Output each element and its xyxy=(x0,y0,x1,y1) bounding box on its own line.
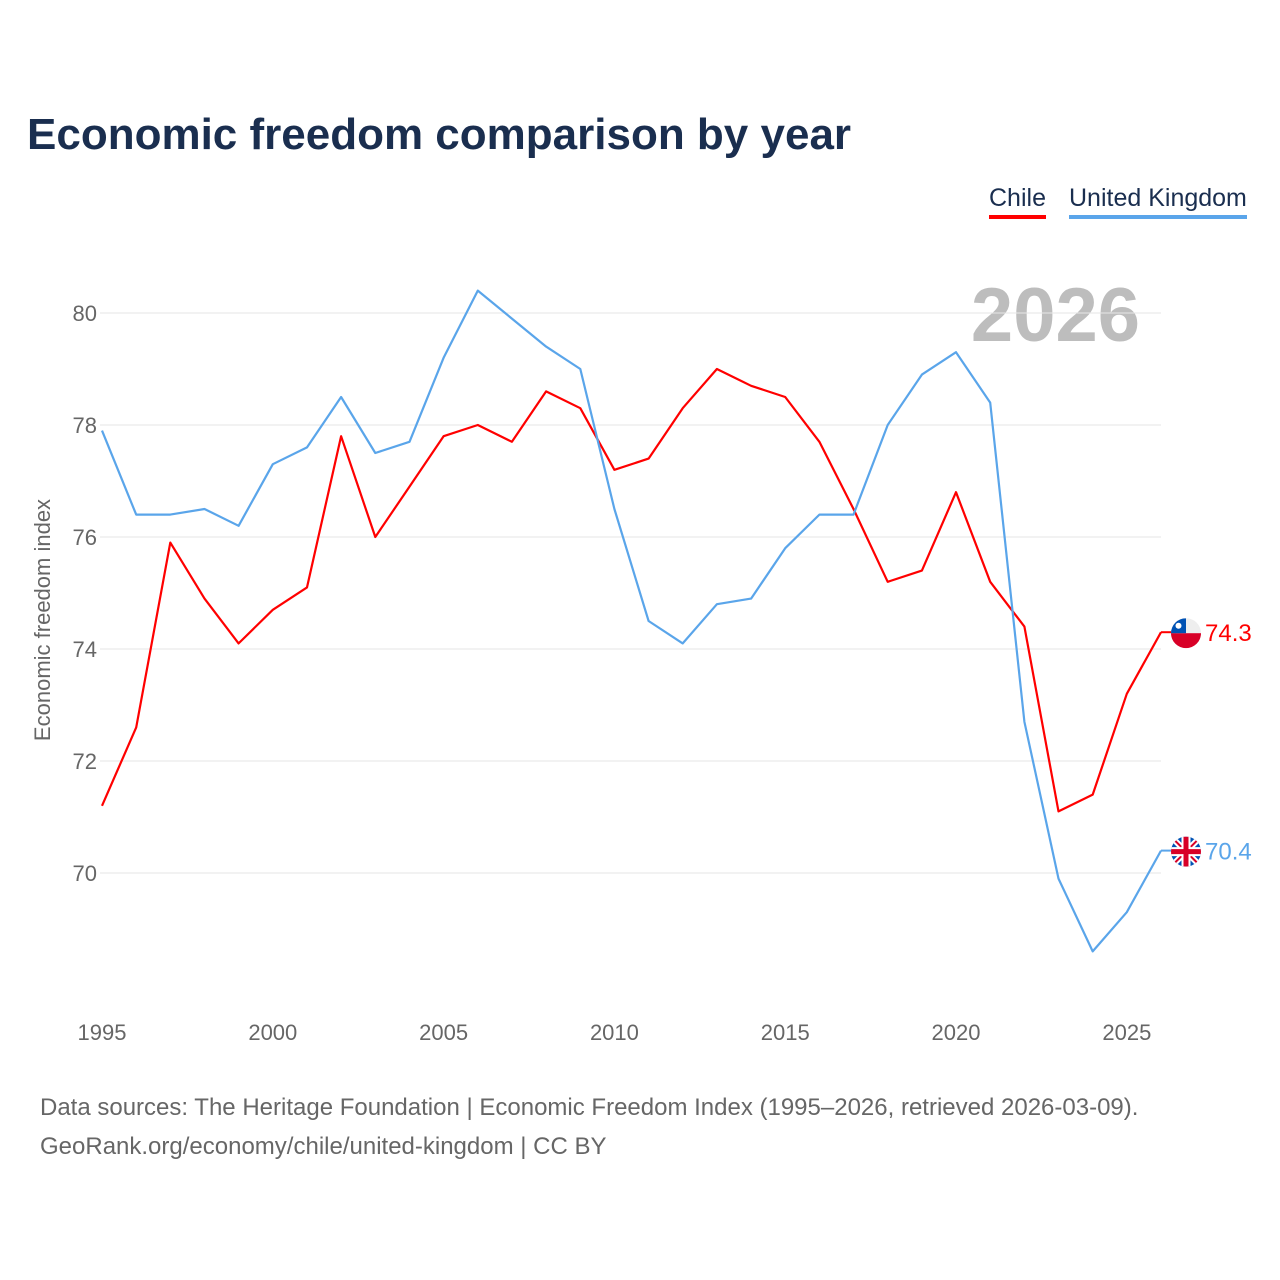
y-tick-label: 78 xyxy=(73,413,97,438)
flag-body xyxy=(1171,836,1201,867)
y-axis-label: Economic freedom index xyxy=(30,499,55,741)
x-tick-label: 1995 xyxy=(78,1020,127,1045)
y-tick-label: 80 xyxy=(73,301,97,326)
legend-chile[interactable]: Chile xyxy=(989,184,1046,219)
flag-cross-red xyxy=(1171,836,1201,867)
series-line-chile xyxy=(100,367,1162,813)
x-tick-label: 2015 xyxy=(761,1020,810,1045)
footer-link[interactable]: GeoRank.org/economy/chile/united-kingdom… xyxy=(40,1133,607,1160)
x-tick-label: 2020 xyxy=(932,1020,981,1045)
end-value-label: 70.4 xyxy=(1205,839,1252,866)
chile-flag-icon xyxy=(1171,618,1201,649)
legend-united-kingdom[interactable]: United Kingdom xyxy=(1069,184,1247,219)
x-tick-label: 2025 xyxy=(1102,1020,1151,1045)
x-tick-label: 2010 xyxy=(590,1020,639,1045)
x-tick-label: 2005 xyxy=(419,1020,468,1045)
x-tick-label: 2000 xyxy=(248,1020,297,1045)
chart-title: Economic freedom comparison by year xyxy=(27,110,852,159)
flag-star xyxy=(1175,622,1182,629)
year-watermark: 2026 xyxy=(971,273,1140,358)
y-tick-label: 70 xyxy=(73,861,97,886)
footer: Data sources: The Heritage Foundation | … xyxy=(40,1088,1138,1166)
series-line-united-kingdom xyxy=(100,289,1162,953)
uk-flag-icon xyxy=(1171,836,1201,867)
footer-sources: Data sources: The Heritage Foundation | … xyxy=(40,1094,1139,1121)
y-tick-label: 74 xyxy=(73,637,97,662)
flag-red xyxy=(1171,633,1201,649)
end-value-label: 74.3 xyxy=(1205,620,1252,647)
y-tick-label: 76 xyxy=(73,525,97,550)
y-tick-label: 72 xyxy=(73,749,97,774)
flag-body xyxy=(1171,618,1201,649)
